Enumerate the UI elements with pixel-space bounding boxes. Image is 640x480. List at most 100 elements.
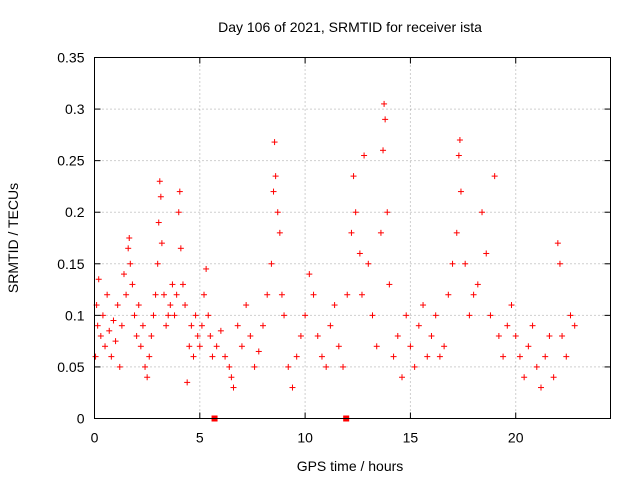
data-point [139,322,146,329]
data-point [165,312,172,319]
data-point [571,322,578,329]
data-point [554,240,561,247]
data-point [184,379,191,386]
data-point [271,139,278,146]
data-point [228,374,235,381]
data-point [487,312,494,319]
grid-lines [94,57,611,419]
data-point [230,384,237,391]
data-point [491,173,498,180]
data-point [352,209,359,216]
data-point [302,312,309,319]
data-point [394,332,401,339]
data-point [445,291,452,298]
data-point [348,229,355,236]
y-tick-label: 0.2 [65,204,85,220]
data-point [297,332,304,339]
data-point [173,291,180,298]
data-point [190,353,197,360]
data-point [120,271,127,278]
data-point [274,209,281,216]
data-point [270,188,277,195]
data-point [110,317,117,324]
data-point [255,348,262,355]
data-point [483,250,490,257]
data-point [127,260,134,267]
y-tick-label: 0.35 [57,50,84,66]
data-point [521,374,528,381]
data-point [182,302,189,309]
data-point [146,353,153,360]
data-point [556,260,563,267]
data-point [432,312,439,319]
data-point [525,343,532,350]
chart-title: Day 106 of 2021, SRMTID for receiver ist… [218,19,482,35]
data-point [131,312,138,319]
data-point [161,291,168,298]
data-point [323,363,330,370]
data-point [533,363,540,370]
x-tick-label: 5 [196,430,204,446]
data-point [222,353,229,360]
data-point [512,332,519,339]
data-point [559,332,566,339]
data-point [278,291,285,298]
x-axis-label: GPS time / hours [297,458,404,474]
data-point [118,322,125,329]
data-point [495,332,502,339]
data-point [186,343,193,350]
data-point [289,384,296,391]
data-point [177,245,184,252]
data-point [201,291,208,298]
data-point [126,235,133,241]
data-point [306,271,313,278]
data-point [167,302,174,309]
data-point [281,312,288,319]
data-point [365,260,372,267]
data-point [500,353,507,360]
y-tick-label: 0.3 [65,101,85,117]
data-point [99,312,106,319]
data-point [259,322,266,329]
data-point [344,291,351,298]
data-point [563,353,570,360]
data-point [403,312,410,319]
data-point [356,250,363,257]
data-point [169,281,176,288]
data-point [106,327,113,334]
data-point [407,343,414,350]
data-point [529,322,536,329]
data-point [102,343,109,350]
data-point [455,152,462,159]
data-point [479,209,486,216]
data-point [205,312,212,319]
data-point [114,302,121,309]
data-point [268,260,275,267]
data-point [361,152,368,159]
data-point [196,343,203,350]
y-tick-label: 0.25 [57,153,84,169]
data-point [144,374,151,381]
data-point [150,312,157,319]
y-tick-label: 0.05 [57,359,84,375]
data-point [158,240,165,247]
data-point [285,363,292,370]
data-point [133,332,140,339]
data-point [350,173,357,180]
data-point [390,353,397,360]
data-point [156,178,163,185]
data-point [516,353,523,360]
x-tick-label: 0 [91,430,99,446]
axis-ticks [94,57,611,419]
data-point [508,302,515,309]
data-point [466,312,473,319]
data-point [209,353,216,360]
data-point [148,332,155,339]
data-point [314,332,321,339]
data-point [142,363,149,370]
data-point [369,312,376,319]
data-point [542,353,549,360]
data-point [175,209,182,216]
data-point [192,312,199,319]
data-point [318,353,325,360]
